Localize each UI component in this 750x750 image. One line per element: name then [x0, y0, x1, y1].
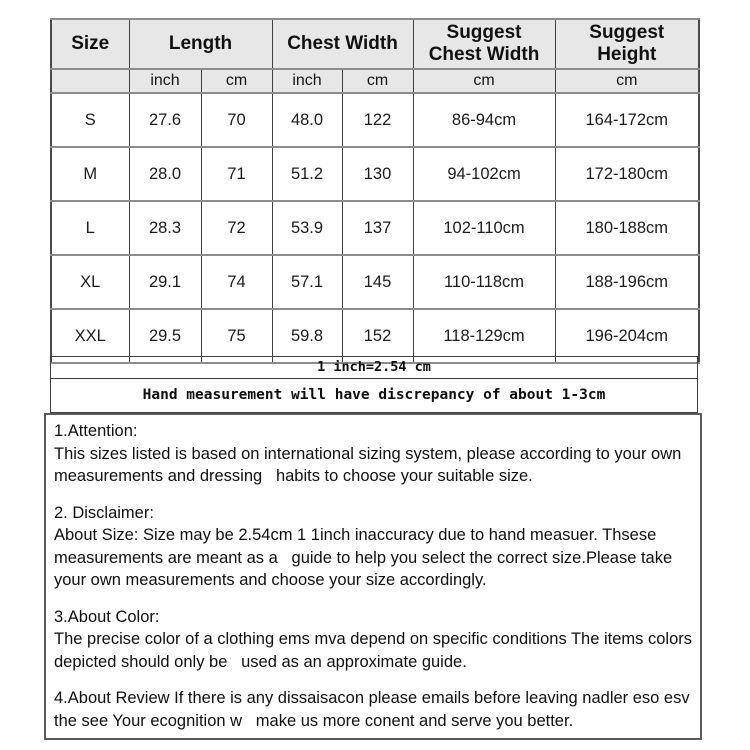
notes-box: 1.Attention: This sizes listed is based …	[44, 413, 702, 740]
column-header-chest-width: Chest Width	[271, 18, 414, 70]
table-cell: 57.1	[271, 254, 343, 310]
header-row: Size Length Chest Width Suggest Chest Wi…	[50, 18, 700, 70]
table-cell: 86-94cm	[412, 92, 556, 148]
table-row-xl: XL 29.1 74 57.1 145 110-118cm 188-196cm	[50, 254, 700, 310]
table-cell: 71	[200, 146, 273, 202]
table-cell: XL	[50, 254, 130, 310]
note-disclaimer-body: About Size: Size may be 2.54cm 1 1inch i…	[54, 526, 677, 589]
table-cell: 94-102cm	[412, 146, 556, 202]
note-about-color-title: 3.About Color:	[54, 607, 160, 626]
subheader-cell: inch	[271, 68, 343, 94]
table-cell: 72	[200, 200, 273, 256]
note-attention: 1.Attention: This sizes listed is based …	[54, 420, 692, 488]
note-disclaimer: 2. Disclaimer: About Size: Size may be 2…	[54, 502, 692, 592]
table-cell: XXL	[50, 308, 130, 364]
note-about-review-body: 4.About Review If there is any dissaisac…	[54, 689, 695, 730]
table-row-s: S 27.6 70 48.0 122 86-94cm 164-172cm	[50, 92, 700, 148]
table-cell: 29.5	[128, 308, 202, 364]
table-cell: 28.0	[128, 146, 202, 202]
column-header-suggest-chest-width: Suggest Chest Width	[412, 18, 556, 70]
hand-measurement-note: Hand measurement will have discrepancy o…	[142, 387, 606, 403]
table-cell: M	[50, 146, 130, 202]
note-about-color-body: The precise color of a clothing ems mva …	[54, 630, 697, 671]
table-cell: 110-118cm	[412, 254, 556, 310]
size-table: Size Length Chest Width Suggest Chest Wi…	[50, 18, 701, 364]
inch-conversion-note: 1 inch=2.54 cm	[51, 357, 697, 379]
subheader-cell	[50, 68, 130, 94]
conversion-strip: 1 inch=2.54 cm Hand measurement will hav…	[50, 356, 698, 413]
table-cell: L	[50, 200, 130, 256]
note-about-color: 3.About Color: The precise color of a cl…	[54, 606, 692, 674]
table-cell: 59.8	[271, 308, 343, 364]
table-cell: 27.6	[128, 92, 202, 148]
table-cell: 28.3	[128, 200, 202, 256]
table-cell: 145	[341, 254, 414, 310]
table-cell: 152	[341, 308, 414, 364]
table-cell: 130	[341, 146, 414, 202]
subheader-cell: cm	[412, 68, 556, 94]
table-cell: 29.1	[128, 254, 202, 310]
table-cell: 51.2	[271, 146, 343, 202]
table-cell: 137	[341, 200, 414, 256]
table-cell: 172-180cm	[554, 146, 700, 202]
table-row-m: M 28.0 71 51.2 130 94-102cm 172-180cm	[50, 146, 700, 202]
column-header-length: Length	[128, 18, 273, 70]
table-cell: 70	[200, 92, 273, 148]
table-cell: 48.0	[271, 92, 343, 148]
table-cell: 118-129cm	[412, 308, 556, 364]
subheader-cell: cm	[554, 68, 700, 94]
table-cell: 196-204cm	[554, 308, 700, 364]
table-cell: 75	[200, 308, 273, 364]
note-attention-title: 1.Attention:	[54, 422, 138, 440]
column-header-suggest-height: Suggest Height	[554, 18, 700, 70]
subheader-cell: cm	[341, 68, 414, 94]
note-attention-body: This sizes listed is based on internatio…	[54, 444, 686, 486]
table-cell: 164-172cm	[554, 92, 700, 148]
table-cell: S	[50, 92, 130, 148]
note-disclaimer-title: 2. Disclaimer:	[54, 503, 154, 522]
table-cell: 102-110cm	[412, 200, 556, 256]
note-about-review: 4.About Review If there is any dissaisac…	[54, 687, 692, 732]
table-cell: 122	[341, 92, 414, 148]
table-cell: 74	[200, 254, 273, 310]
subheader-cell: cm	[200, 68, 273, 94]
subheader-cell: inch	[128, 68, 202, 94]
table-row-xxl: XXL 29.5 75 59.8 152 118-129cm 196-204cm	[50, 308, 700, 364]
table-row-l: L 28.3 72 53.9 137 102-110cm 180-188cm	[50, 200, 700, 256]
column-header-size: Size	[50, 18, 130, 70]
table-cell: 180-188cm	[554, 200, 700, 256]
unit-subheader-row: inch cm inch cm cm cm	[50, 68, 700, 94]
table-cell: 188-196cm	[554, 254, 700, 310]
table-cell: 53.9	[271, 200, 343, 256]
